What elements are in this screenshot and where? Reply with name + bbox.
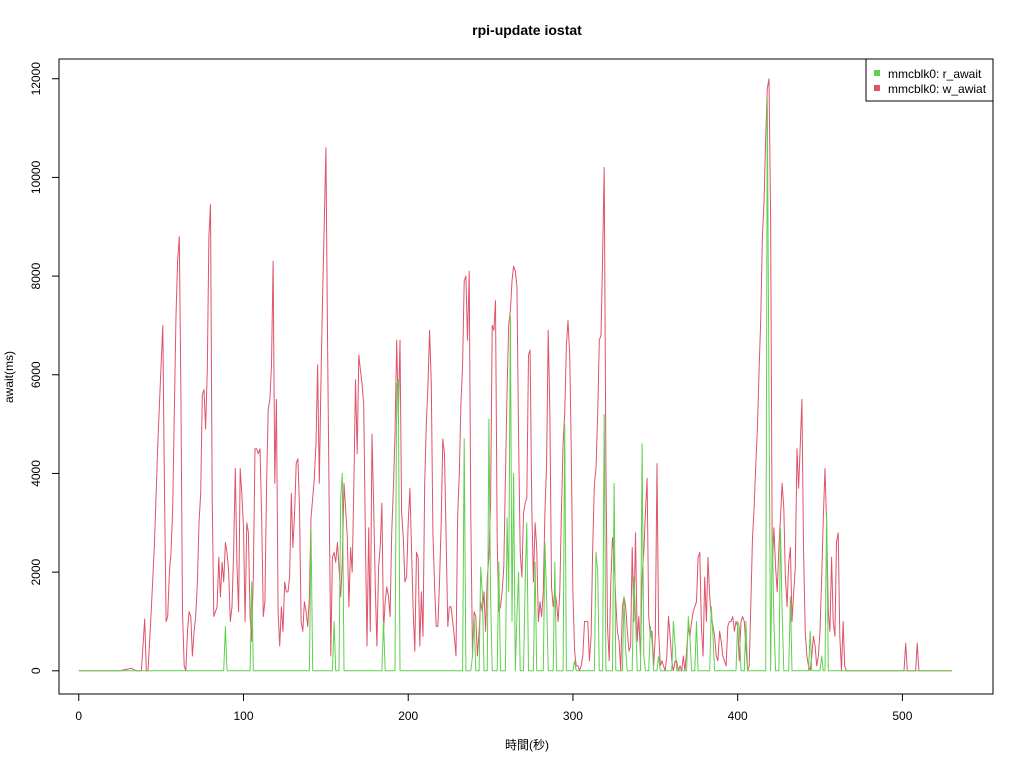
plot-frame — [58, 58, 994, 695]
series-line-w-awiat — [78, 78, 952, 672]
x-tick-label: 100 — [233, 709, 253, 723]
chart-title: rpi-update iostat — [472, 22, 582, 38]
legend-swatch — [874, 70, 880, 76]
y-axis-label: await(ms) — [2, 351, 16, 403]
y-tick-label: 4000 — [29, 460, 43, 487]
x-axis-label: 時間(秒) — [505, 738, 549, 752]
x-tick-label: 500 — [892, 709, 912, 723]
y-tick-label: 12000 — [29, 62, 43, 96]
legend-box — [865, 58, 994, 102]
series-line-r-await — [78, 98, 952, 672]
x-tick-label: 300 — [563, 709, 583, 723]
y-tick-label: 8000 — [29, 262, 43, 289]
y-tick-label: 10000 — [29, 160, 43, 194]
y-tick-label: 6000 — [29, 361, 43, 388]
legend-label: mmcblk0: r_await — [888, 67, 982, 81]
y-tick-label: 0 — [29, 667, 43, 674]
series-layer — [78, 78, 952, 672]
x-tick-label: 0 — [75, 709, 82, 723]
legend-swatch — [874, 85, 880, 91]
y-tick-label: 2000 — [29, 558, 43, 585]
x-tick-label: 200 — [398, 709, 418, 723]
x-tick-label: 400 — [728, 709, 748, 723]
legend-label: mmcblk0: w_awiat — [888, 82, 987, 96]
